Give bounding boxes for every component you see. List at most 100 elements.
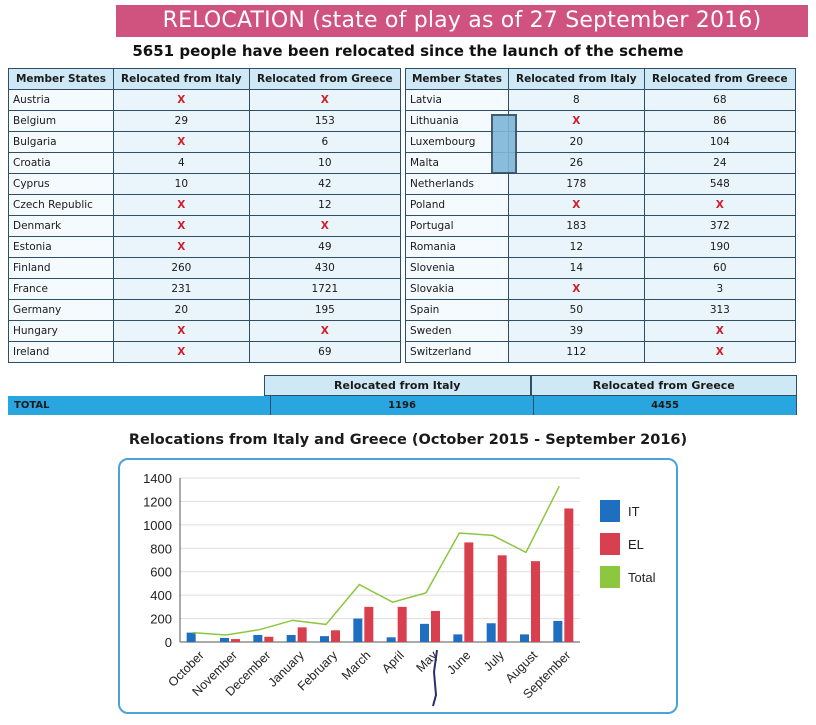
table-row: Bulgaria X 6 [8,131,402,153]
y-tick-label: 1000 [143,518,172,533]
italy-cell: 178 [508,173,645,195]
greece-cell: 42 [248,173,402,195]
italy-cell: 20 [508,131,645,153]
greece-cell: 68 [643,89,797,111]
greece-cell: 3 [643,278,797,300]
italy-cell: 26 [508,152,645,174]
table-row: France 231 1721 [8,278,402,300]
table-row: Croatia 4 10 [8,152,402,174]
bar-it [353,618,363,642]
table-row: Switzerland 112 X [405,341,797,363]
bar-it [220,637,229,642]
y-tick-label: 600 [150,565,172,580]
y-tick-label: 400 [150,588,172,603]
table-row: Latvia 8 68 [405,89,797,111]
italy-cell: X [508,278,645,300]
bar-el [531,561,540,642]
table-row: Lithuania X 86 [405,110,797,132]
total-greece-value: 4455 [534,396,797,415]
state-cell: Austria [8,89,114,111]
table-row: Estonia X 49 [8,236,402,258]
table-row: Slovakia X 3 [405,278,797,300]
state-cell: Hungary [8,320,114,342]
table-row: Cyprus 10 42 [8,173,402,195]
state-cell: Croatia [8,152,114,174]
greece-cell: X [643,341,797,363]
table-row: Czech Republic X 12 [8,194,402,216]
state-cell: Denmark [8,215,114,237]
table-row: Slovenia 14 60 [405,257,797,279]
page-banner: RELOCATION (state of play as of 27 Septe… [116,5,808,37]
member-states-table-right: Member States Relocated from Italy Reloc… [405,68,797,363]
greece-cell: X [248,320,402,342]
chart-frame [118,458,678,714]
greece-cell: 12 [248,194,402,216]
bar-it [420,623,429,642]
greece-cell: 153 [248,110,402,132]
line-total [192,485,561,636]
state-cell: France [8,278,114,300]
bar-el [431,610,440,642]
italy-cell: 231 [113,278,250,300]
total-header: Relocated from Italy Relocated from Gree… [264,375,797,396]
bar-el [297,627,307,642]
greece-cell: 190 [643,236,797,258]
bar-el [464,542,474,642]
italy-cell: 39 [508,320,645,342]
bar-it [286,634,296,642]
legend-swatch [600,533,620,555]
italy-cell: 112 [508,341,645,363]
bar-it [453,634,463,642]
pen-mark [432,649,438,707]
header-member-states: Member States [405,68,509,90]
bar-el [564,508,574,642]
greece-cell: X [248,89,402,111]
state-cell: Malta [405,152,509,174]
total-italy-value: 1196 [271,396,534,415]
y-tick-label: 0 [165,635,172,650]
bar-it [186,632,196,642]
legend-swatch [600,566,620,588]
state-cell: Sweden [405,320,509,342]
greece-cell: 430 [248,257,402,279]
total-header-greece: Relocated from Greece [530,375,797,396]
italy-cell: 12 [508,236,645,258]
bar-it [253,634,263,642]
state-cell: Germany [8,299,114,321]
italy-cell: 29 [113,110,250,132]
header-from-italy: Relocated from Italy [508,68,645,90]
state-cell: Ireland [8,341,114,363]
bar-it [520,634,529,642]
y-tick-label: 800 [150,541,172,556]
table-row: Malta 26 24 [405,152,797,174]
greece-cell: 1721 [248,278,402,300]
bar-it [486,623,496,642]
italy-cell: X [113,341,250,363]
table-row: Ireland X 69 [8,341,402,363]
table-row: Romania 12 190 [405,236,797,258]
bar-it [386,637,396,642]
italy-cell: X [113,131,250,153]
y-tick-label: 1400 [143,471,172,486]
legend-label: IT [628,504,640,519]
legend-swatch [600,500,620,522]
table-row: Poland X X [405,194,797,216]
italy-cell: 10 [113,173,250,195]
italy-cell: 8 [508,89,645,111]
state-cell: Cyprus [8,173,114,195]
total-header-italy: Relocated from Italy [264,375,531,396]
table-row: Denmark X X [8,215,402,237]
member-states-table-left: Member States Relocated from Italy Reloc… [8,68,402,363]
table-row: Portugal 183 372 [405,215,797,237]
bar-el [331,630,340,642]
page-subtitle: 5651 people have been relocated since th… [132,42,684,60]
italy-cell: 50 [508,299,645,321]
bar-el [364,606,374,642]
greece-cell: 69 [248,341,402,363]
state-cell: Lithuania [405,110,509,132]
bar-el [264,636,274,642]
state-cell: Czech Republic [8,194,114,216]
state-cell: Bulgaria [8,131,114,153]
x-tick-label: April [379,648,407,676]
state-cell: Romania [405,236,509,258]
